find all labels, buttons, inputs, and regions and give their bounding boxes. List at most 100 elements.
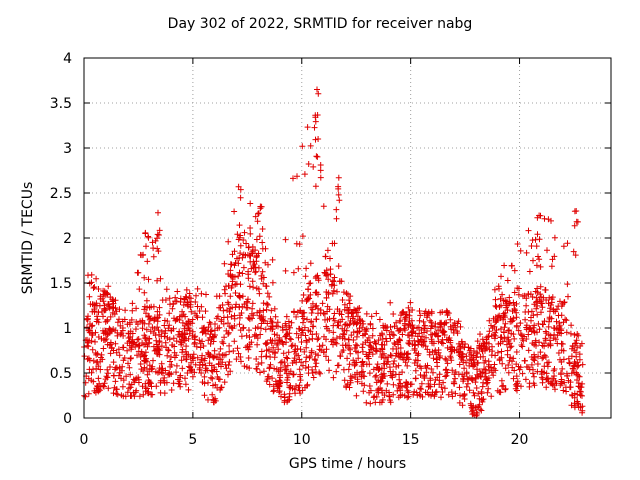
data-point	[519, 370, 526, 377]
data-point	[534, 361, 541, 367]
data-point	[476, 342, 483, 349]
data-point	[569, 392, 576, 399]
data-point	[257, 205, 264, 212]
data-point	[189, 316, 196, 323]
data-point	[390, 381, 397, 388]
data-point	[237, 232, 244, 239]
data-point	[485, 375, 492, 381]
data-point	[435, 338, 442, 345]
data-point	[129, 307, 136, 314]
data-point	[544, 376, 550, 382]
data-point	[319, 300, 326, 307]
data-point	[542, 335, 549, 342]
data-point	[94, 316, 101, 323]
data-point	[249, 248, 256, 255]
data-point	[493, 327, 500, 333]
data-point	[258, 353, 265, 360]
data-point	[199, 352, 206, 359]
data-point	[162, 330, 169, 337]
data-point	[153, 341, 160, 348]
data-point	[198, 303, 205, 310]
data-point	[165, 325, 172, 332]
data-point	[90, 285, 97, 291]
data-point	[166, 295, 173, 302]
data-point	[438, 394, 444, 401]
data-point	[258, 313, 265, 320]
data-point	[150, 357, 156, 364]
data-point	[576, 351, 583, 358]
data-point	[198, 370, 205, 376]
data-point	[347, 379, 354, 386]
data-point	[189, 373, 196, 380]
data-point	[493, 303, 500, 310]
data-point	[579, 380, 586, 387]
data-point	[139, 319, 146, 326]
data-point	[168, 354, 174, 360]
data-point	[112, 327, 119, 334]
data-point	[282, 333, 289, 340]
data-point	[396, 317, 403, 324]
data-point	[485, 340, 492, 347]
data-point	[112, 340, 119, 347]
data-point	[466, 356, 473, 363]
data-point	[422, 389, 429, 396]
data-point	[474, 338, 481, 345]
data-point	[210, 354, 217, 361]
data-point	[168, 387, 175, 393]
data-point	[442, 319, 449, 326]
data-point	[335, 263, 342, 270]
data-point	[277, 374, 284, 381]
data-point	[427, 383, 434, 390]
data-point	[544, 363, 551, 370]
data-point	[496, 389, 503, 396]
data-point	[126, 321, 133, 328]
data-point	[237, 186, 244, 193]
data-point	[431, 381, 438, 388]
data-point	[408, 381, 415, 388]
data-point	[281, 359, 288, 366]
data-point	[245, 268, 252, 275]
data-point	[565, 355, 572, 362]
data-point	[208, 374, 214, 381]
data-point	[124, 347, 131, 354]
data-point	[128, 355, 134, 361]
data-point	[323, 295, 330, 301]
data-point	[331, 240, 338, 247]
data-point	[122, 307, 129, 314]
data-point	[345, 336, 352, 343]
data-point	[264, 320, 271, 327]
data-point	[421, 373, 428, 380]
data-point	[412, 367, 419, 374]
data-point	[290, 269, 297, 276]
data-point	[253, 236, 260, 243]
data-point	[245, 355, 252, 361]
data-point	[249, 305, 256, 312]
data-point	[533, 342, 539, 349]
data-point	[408, 317, 415, 324]
data-point	[505, 327, 512, 334]
data-point	[438, 321, 445, 328]
data-point	[107, 303, 113, 310]
data-point	[393, 319, 400, 326]
data-point	[156, 331, 163, 338]
data-point	[441, 385, 448, 392]
data-point	[212, 395, 219, 402]
data-point	[323, 346, 330, 353]
data-point	[269, 375, 276, 382]
data-point	[467, 400, 474, 407]
data-point	[333, 340, 340, 347]
data-point	[307, 353, 314, 360]
data-point	[202, 308, 209, 315]
data-point	[506, 327, 513, 334]
data-point	[545, 342, 552, 349]
data-point	[447, 323, 454, 330]
data-point	[548, 302, 554, 308]
data-point	[271, 305, 278, 312]
data-point	[426, 351, 433, 358]
data-point	[285, 397, 291, 404]
data-point	[386, 364, 393, 371]
data-point	[419, 333, 426, 340]
data-point	[287, 384, 294, 391]
data-point	[119, 327, 126, 334]
data-point	[337, 352, 344, 359]
